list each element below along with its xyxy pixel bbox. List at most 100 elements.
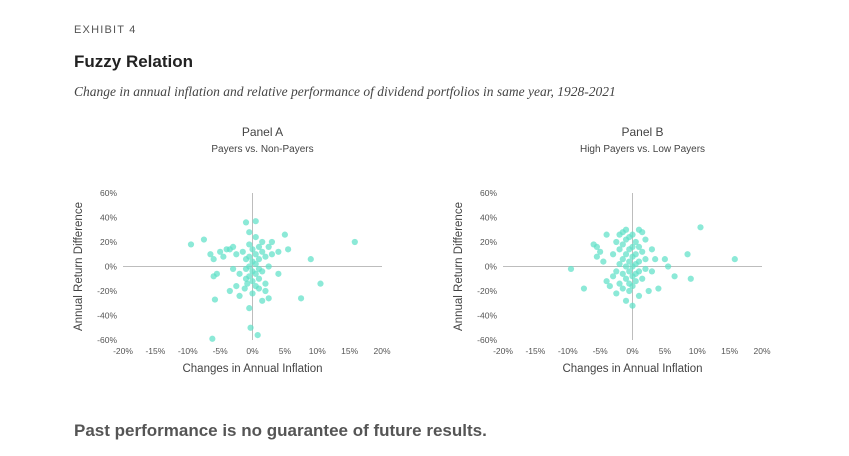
y-tick-label: 0% xyxy=(105,262,118,272)
data-point xyxy=(609,251,617,258)
disclaimer-text: Past performance is no guarantee of futu… xyxy=(74,421,487,440)
data-point xyxy=(262,253,269,260)
data-point xyxy=(642,256,649,263)
data-point xyxy=(233,251,240,258)
exhibit-label: EXHIBIT 4 xyxy=(74,24,137,36)
data-point xyxy=(246,253,253,260)
x-tick-label: 5% xyxy=(279,346,292,356)
data-point xyxy=(671,273,678,280)
data-point xyxy=(687,275,694,282)
data-point xyxy=(246,229,253,236)
y-tick-label: -20% xyxy=(477,286,497,296)
x-tick-label: -10% xyxy=(178,346,198,356)
data-point xyxy=(268,238,276,246)
data-point xyxy=(236,292,243,299)
y-tick-label: -60% xyxy=(97,335,117,345)
data-point xyxy=(622,275,630,282)
data-point xyxy=(255,243,263,250)
data-point xyxy=(249,278,256,285)
data-point xyxy=(209,335,216,342)
data-point xyxy=(629,283,636,290)
data-point xyxy=(613,290,620,297)
data-point xyxy=(603,278,610,285)
data-point xyxy=(635,292,643,299)
data-point xyxy=(629,243,636,250)
data-point xyxy=(268,251,276,258)
data-point xyxy=(252,270,259,277)
data-point xyxy=(616,246,623,253)
data-point xyxy=(229,265,237,273)
data-point xyxy=(242,219,250,226)
data-point xyxy=(229,243,237,250)
data-point xyxy=(246,241,253,248)
data-point xyxy=(639,275,646,282)
data-point xyxy=(255,256,263,263)
data-point xyxy=(217,248,224,255)
data-point xyxy=(254,332,261,339)
data-point xyxy=(247,324,254,331)
x-tick-label: 10% xyxy=(689,346,706,356)
x-tick-label: 10% xyxy=(309,346,326,356)
panel-a-chart: Panel A Payers vs. Non-Payers 60% 40% 20% 0% -… xyxy=(73,125,391,375)
data-point xyxy=(632,278,639,285)
y-tick-label: 40% xyxy=(100,213,117,223)
panel-b-chart: Panel B High Payers vs. Low Payers 60% 40% 2… xyxy=(453,125,771,375)
data-point xyxy=(252,251,259,258)
data-point xyxy=(200,236,208,243)
x-axis-label: Changes in Annual Inflation xyxy=(562,363,702,375)
data-point xyxy=(626,268,633,275)
data-point xyxy=(731,256,738,263)
data-point xyxy=(613,268,620,275)
y-tick-label: 20% xyxy=(100,237,117,247)
data-point xyxy=(655,285,662,292)
x-tick-label: 15% xyxy=(721,346,738,356)
data-point xyxy=(259,297,266,304)
data-point xyxy=(619,241,626,248)
data-point xyxy=(297,295,305,302)
data-point xyxy=(252,218,259,225)
x-axis-label: Changes in Annual Inflation xyxy=(182,363,322,375)
data-point xyxy=(567,265,575,273)
data-point xyxy=(239,248,246,255)
x-tick-label: -20% xyxy=(113,346,133,356)
data-point xyxy=(255,275,263,282)
y-tick-label: -60% xyxy=(477,335,497,345)
panel-subtitle: High Payers vs. Low Payers xyxy=(580,144,705,155)
chart-subtitle: Change in annual inflation and relative … xyxy=(74,84,616,99)
data-point xyxy=(275,270,282,277)
data-point xyxy=(255,285,263,292)
data-point xyxy=(246,273,253,280)
data-point xyxy=(262,280,269,287)
data-point xyxy=(622,297,630,304)
data-point xyxy=(635,268,643,275)
data-point xyxy=(619,270,626,277)
data-point xyxy=(629,231,636,238)
data-point xyxy=(207,251,214,258)
data-point xyxy=(645,287,652,295)
x-tick-label: 0% xyxy=(626,346,639,356)
data-point xyxy=(632,238,639,246)
chart-title: Fuzzy Relation xyxy=(74,52,194,71)
data-point xyxy=(249,290,256,297)
panel-subtitle: Payers vs. Non-Payers xyxy=(211,144,313,155)
data-point xyxy=(252,234,259,241)
data-point xyxy=(642,265,649,273)
y-axis-label: Annual Return Difference xyxy=(73,202,85,331)
data-point xyxy=(246,305,253,312)
data-point xyxy=(697,224,704,231)
data-point xyxy=(626,258,633,265)
x-tick-label: -5% xyxy=(213,346,229,356)
data-point xyxy=(597,248,604,255)
data-point xyxy=(593,253,600,260)
data-point xyxy=(684,251,691,258)
x-tick-label: -15% xyxy=(525,346,545,356)
data-point xyxy=(665,263,672,270)
x-tick-label: -10% xyxy=(558,346,578,356)
data-point xyxy=(635,243,643,250)
data-point xyxy=(639,248,646,255)
data-point xyxy=(622,263,630,270)
data-point xyxy=(275,248,282,255)
data-point xyxy=(211,296,219,303)
data-point xyxy=(622,226,630,233)
data-point xyxy=(210,273,217,280)
